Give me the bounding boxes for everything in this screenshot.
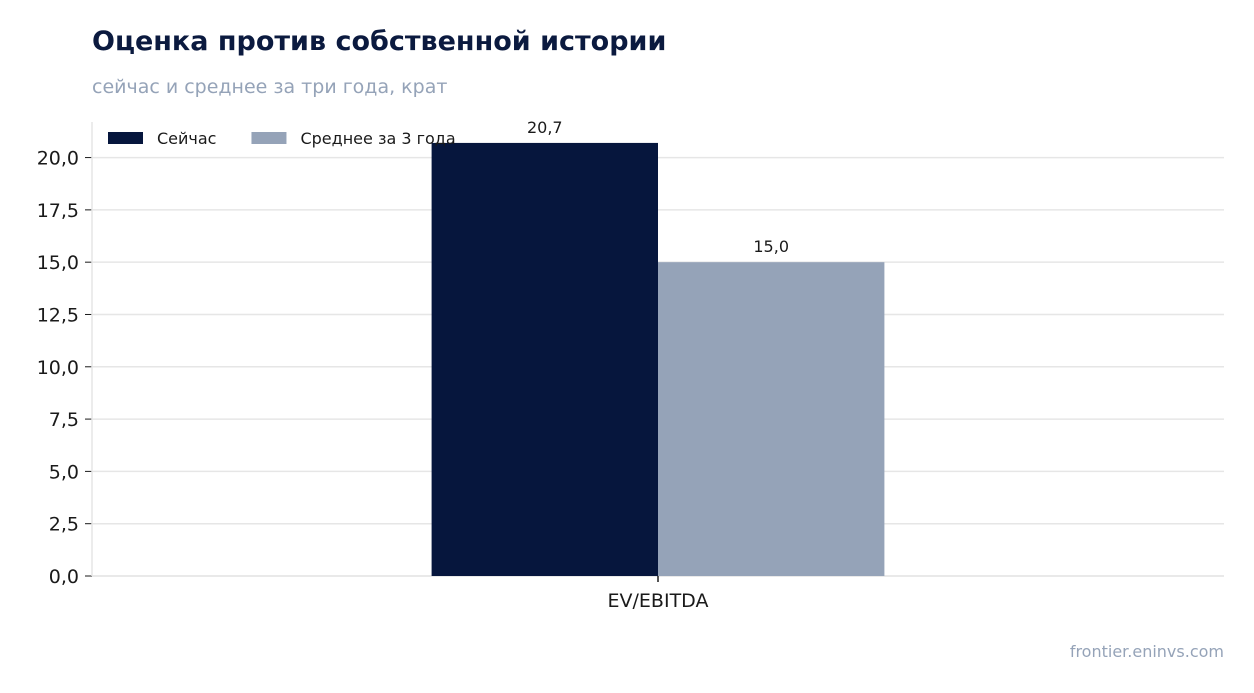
chart-title: Оценка против собственной истории bbox=[92, 26, 667, 57]
chart-subtitle: сейчас и среднее за три года, крат bbox=[92, 76, 448, 98]
legend-swatch bbox=[108, 132, 143, 144]
data-labels: 20,7 15,0 bbox=[527, 118, 789, 256]
y-tick-label: 12,5 bbox=[37, 304, 79, 326]
legend: Сейчас Среднее за 3 года bbox=[108, 129, 456, 148]
y-tick-label: 17,5 bbox=[37, 200, 79, 222]
legend-label: Сейчас bbox=[157, 129, 216, 148]
y-tick-label: 2,5 bbox=[49, 514, 79, 536]
source-credit: frontier.eninvs.com bbox=[1069, 642, 1224, 661]
y-tick-label: 5,0 bbox=[49, 461, 79, 483]
bars bbox=[431, 142, 885, 576]
data-label: 15,0 bbox=[753, 237, 789, 256]
y-tick-label: 20,0 bbox=[37, 148, 79, 170]
y-tick-label: 7,5 bbox=[49, 409, 79, 431]
data-label: 20,7 bbox=[527, 118, 563, 137]
bar-current bbox=[431, 142, 658, 576]
x-tick-label: EV/EBITDA bbox=[608, 590, 709, 612]
legend-label: Среднее за 3 года bbox=[300, 129, 455, 148]
legend-swatch bbox=[251, 132, 287, 144]
bar-average bbox=[658, 262, 885, 576]
y-tick-label: 15,0 bbox=[37, 252, 79, 274]
y-tick-label: 10,0 bbox=[37, 357, 79, 379]
y-tick-label: 0,0 bbox=[49, 566, 79, 588]
